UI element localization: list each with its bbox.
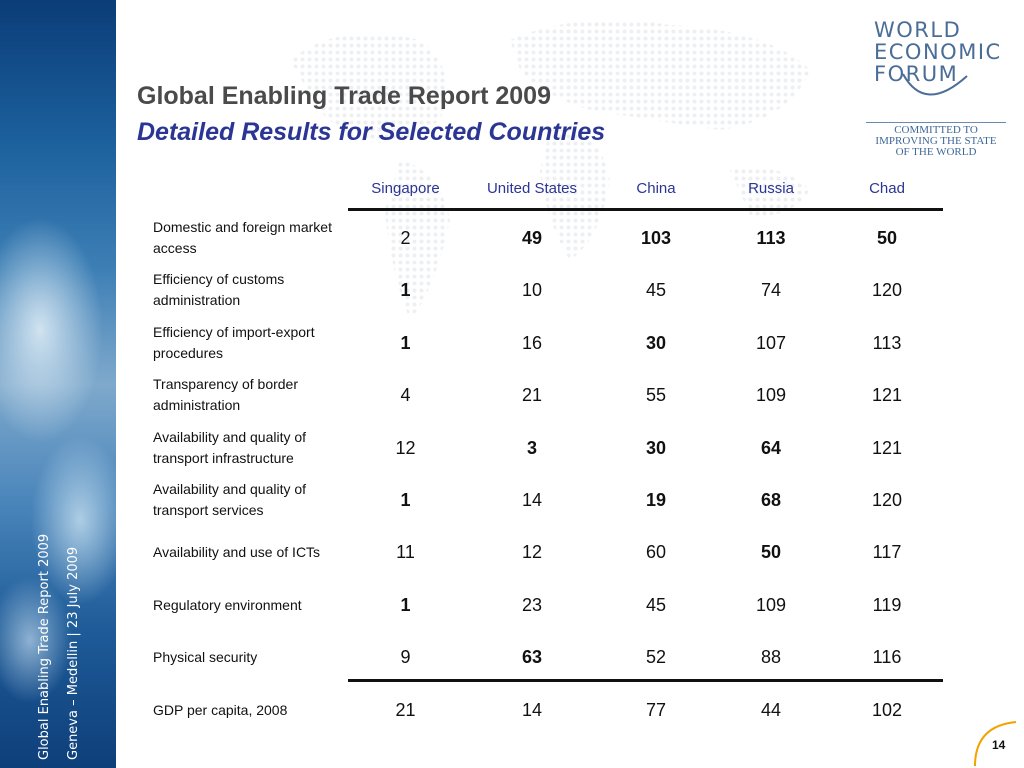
rank-cell: 1 <box>400 489 411 510</box>
gdp-divider <box>348 679 943 682</box>
row-label: Efficiency of customs administration <box>153 271 285 308</box>
table-row: Availability and quality of transport se… <box>148 474 943 526</box>
rank-cell: 88 <box>760 646 782 667</box>
table-row: Transparency of border administration 4 21… <box>148 369 943 421</box>
column-header-russia: Russia <box>748 180 794 197</box>
column-header-singapore: Singapore <box>371 180 440 197</box>
column-header-china: China <box>636 180 676 197</box>
page-number-text: 14 <box>992 738 1006 752</box>
rank-cell: 19 <box>645 489 667 510</box>
table-row: Domestic and foreign market access 2 49 103… <box>148 212 943 264</box>
rank-cell: 4 <box>400 384 411 405</box>
table-row: Efficiency of import-export procedures 1 1… <box>148 317 943 369</box>
page-title: Global Enabling Trade Report 2009 <box>137 82 551 110</box>
rank-cell: 45 <box>645 594 667 615</box>
tagline-line-2: IMPROVING THE STATE <box>875 135 997 147</box>
table-row: Physical security 9 63 52 88 116 <box>148 631 943 683</box>
row-label: Domestic and foreign market access <box>153 219 332 256</box>
row-label: Availability and quality of transport in… <box>153 429 307 466</box>
rank-cell: 109 <box>755 594 787 615</box>
rank-cell: 113 <box>756 227 786 248</box>
rank-cell: 30 <box>645 437 667 458</box>
rank-cell: 1 <box>400 279 411 300</box>
wef-logo: WORLD ECONOMIC FORUM <box>874 19 1008 85</box>
logo-line-1: WORLD <box>874 18 962 42</box>
rank-cell: 64 <box>760 437 782 458</box>
page-number: 14 <box>972 720 1016 768</box>
page-subtitle: Detailed Results for Selected Countries <box>137 118 606 146</box>
rank-cell: 109 <box>755 384 787 405</box>
table-row: GDP per capita, 2008 21 14 77 44 102 <box>148 684 943 736</box>
side-report-title: Global Enabling Trade Report 2009 <box>37 533 52 760</box>
row-label: Regulatory environment <box>153 596 302 613</box>
row-label: Availability and use of ICTs <box>153 543 321 560</box>
rank-cell: 14 <box>521 489 543 510</box>
rank-cell: 1 <box>400 594 411 615</box>
rank-cell: 119 <box>872 594 902 615</box>
rank-cell: 1 <box>400 332 411 353</box>
logo-arc-icon <box>902 73 968 96</box>
rank-cell: 21 <box>521 384 543 405</box>
rank-cell: 30 <box>645 332 667 353</box>
tagline-line-1: COMMITTED TO <box>894 124 978 136</box>
side-event-info: Geneva – Medellin | 23 July 2009 <box>66 546 81 760</box>
tagline-line-3: OF THE WORLD <box>895 146 977 158</box>
rank-cell: 68 <box>760 489 782 510</box>
logo-line-2: ECONOMIC <box>874 40 1002 64</box>
row-label: GDP per capita, 2008 <box>153 701 288 718</box>
rank-cell: 113 <box>872 332 902 353</box>
rank-cell: 74 <box>760 279 782 300</box>
table-row: Availability and quality of transport in… <box>148 422 943 474</box>
rank-cell: 116 <box>872 646 902 667</box>
column-header-chad: Chad <box>869 180 905 197</box>
rank-cell: 120 <box>871 279 903 300</box>
rank-cell: 9 <box>400 646 411 667</box>
rank-cell: 2 <box>400 227 411 248</box>
rank-cell: 12 <box>395 437 416 458</box>
rank-cell: 120 <box>871 489 903 510</box>
rank-cell: 14 <box>521 699 543 720</box>
rank-cell: 49 <box>521 227 543 248</box>
table-row: Efficiency of customs administration 1 10 4… <box>148 264 943 316</box>
table-header: Singapore United States China Russia Cha… <box>348 172 943 208</box>
world-map-background <box>290 20 810 320</box>
row-label: Availability and quality of transport se… <box>153 481 307 518</box>
row-label: Physical security <box>153 648 258 665</box>
table-row: Regulatory environment 1 23 45 109 119 <box>148 579 943 631</box>
page-corner-arc <box>974 721 1017 767</box>
rank-cell: 52 <box>645 646 667 667</box>
rank-cell: 102 <box>871 699 903 720</box>
rank-cell: 12 <box>521 541 543 562</box>
rank-cell: 3 <box>526 437 537 458</box>
column-header-united-states: United States <box>486 180 578 197</box>
logo-line-3: FORUM <box>874 62 959 86</box>
rank-cell: 121 <box>871 384 903 405</box>
rank-cell: 11 <box>396 541 415 562</box>
rank-cell: 23 <box>521 594 543 615</box>
rank-cell: 107 <box>755 332 787 353</box>
rank-cell: 55 <box>645 384 667 405</box>
rank-cell: 63 <box>521 646 543 667</box>
header-divider <box>348 208 943 211</box>
rank-cell: 45 <box>645 279 667 300</box>
rank-cell: 50 <box>876 227 898 248</box>
rank-cell: 60 <box>645 541 667 562</box>
rank-cell: 10 <box>521 279 543 300</box>
table-row: Availability and use of ICTs 11 12 60 50 117 <box>148 526 943 578</box>
rank-cell: 77 <box>645 699 667 720</box>
earth-side-band: Global Enabling Trade Report 2009 Geneva… <box>0 0 116 768</box>
rank-cell: 16 <box>521 332 543 353</box>
rank-cell: 50 <box>760 541 782 562</box>
row-label: Transparency of border administration <box>153 376 298 413</box>
rank-cell: 117 <box>872 541 902 562</box>
rank-cell: 121 <box>871 437 903 458</box>
logo-tagline: COMMITTED TO IMPROVING THE STATE OF THE … <box>866 122 1006 158</box>
rank-cell: 21 <box>395 699 416 720</box>
rank-cell: 44 <box>760 699 782 720</box>
rank-cell: 103 <box>640 227 672 248</box>
row-label: Efficiency of import-export procedures <box>153 324 315 361</box>
